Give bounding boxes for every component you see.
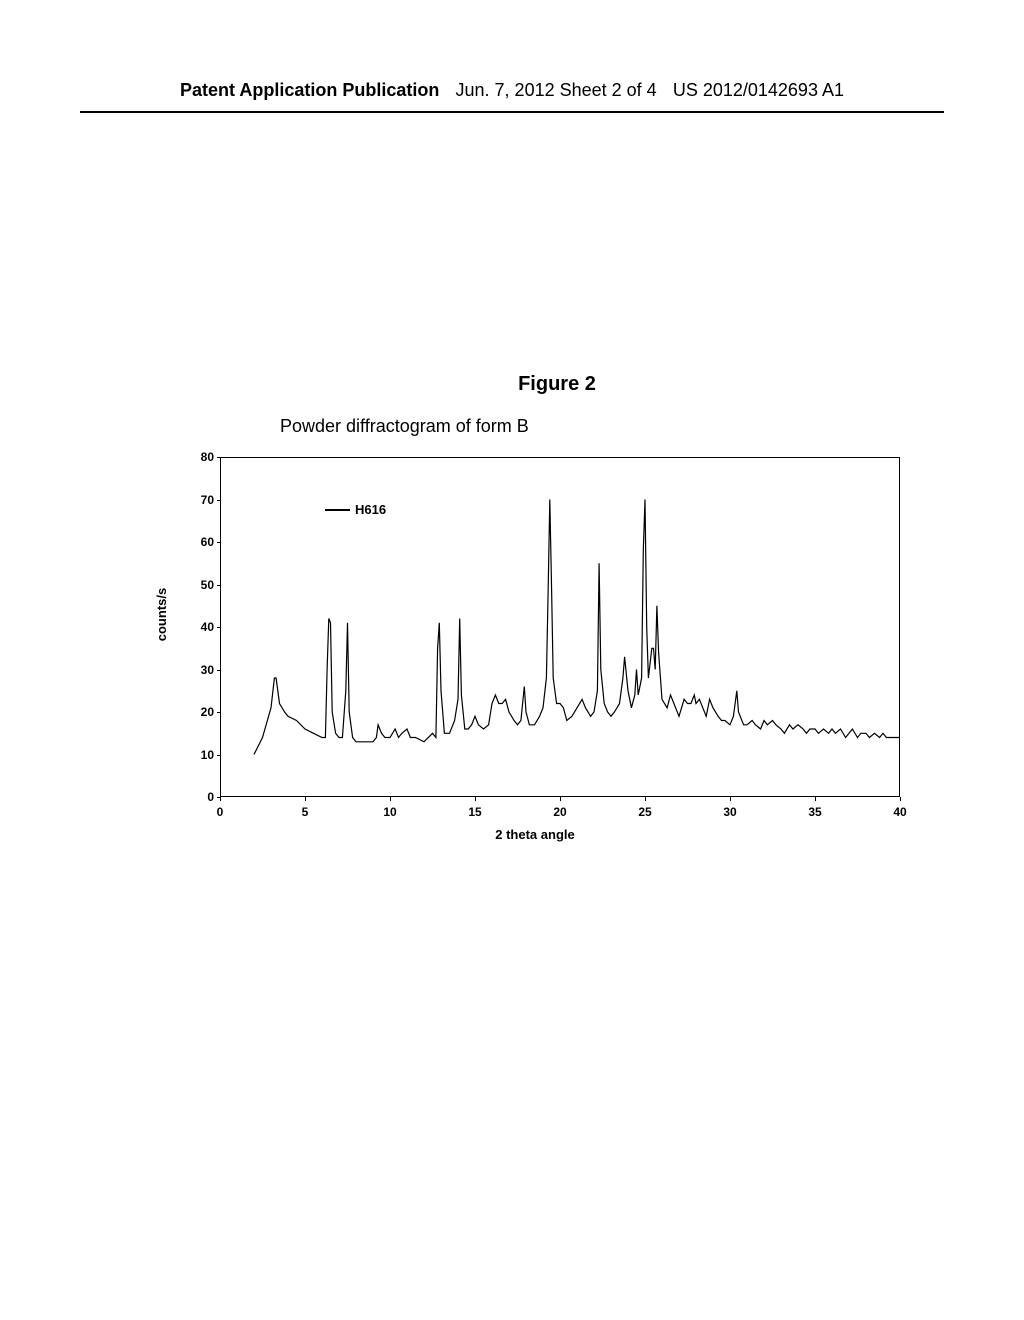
x-axis-label: 2 theta angle (495, 827, 574, 842)
y-tick-label: 10 (192, 748, 214, 762)
chart-subtitle: Powder diffractogram of form B (280, 416, 1024, 437)
x-tick-label: 20 (550, 805, 570, 819)
xrd-chart: counts/s 2 theta angle H616 010203040506… (150, 447, 920, 847)
x-tick-label: 5 (295, 805, 315, 819)
xrd-polyline (220, 457, 900, 797)
pub-date-sheet: Jun. 7, 2012 Sheet 2 of 4 (456, 80, 657, 101)
y-tick-label: 80 (192, 450, 214, 464)
y-tick-label: 50 (192, 578, 214, 592)
x-tick-label: 35 (805, 805, 825, 819)
x-tick-label: 15 (465, 805, 485, 819)
x-tick-label: 0 (210, 805, 230, 819)
x-tick-label: 40 (890, 805, 910, 819)
y-tick-label: 40 (192, 620, 214, 634)
x-tick-label: 30 (720, 805, 740, 819)
figure-title: Figure 2 (90, 373, 1024, 396)
y-tick-label: 70 (192, 493, 214, 507)
x-tick-label: 25 (635, 805, 655, 819)
pub-number: US 2012/0142693 A1 (673, 80, 844, 101)
y-tick-label: 60 (192, 535, 214, 549)
y-tick-label: 20 (192, 705, 214, 719)
pub-type: Patent Application Publication (180, 80, 439, 101)
y-tick-label: 0 (192, 790, 214, 804)
y-axis-label: counts/s (154, 588, 169, 641)
y-tick-label: 30 (192, 663, 214, 677)
x-tick-label: 10 (380, 805, 400, 819)
